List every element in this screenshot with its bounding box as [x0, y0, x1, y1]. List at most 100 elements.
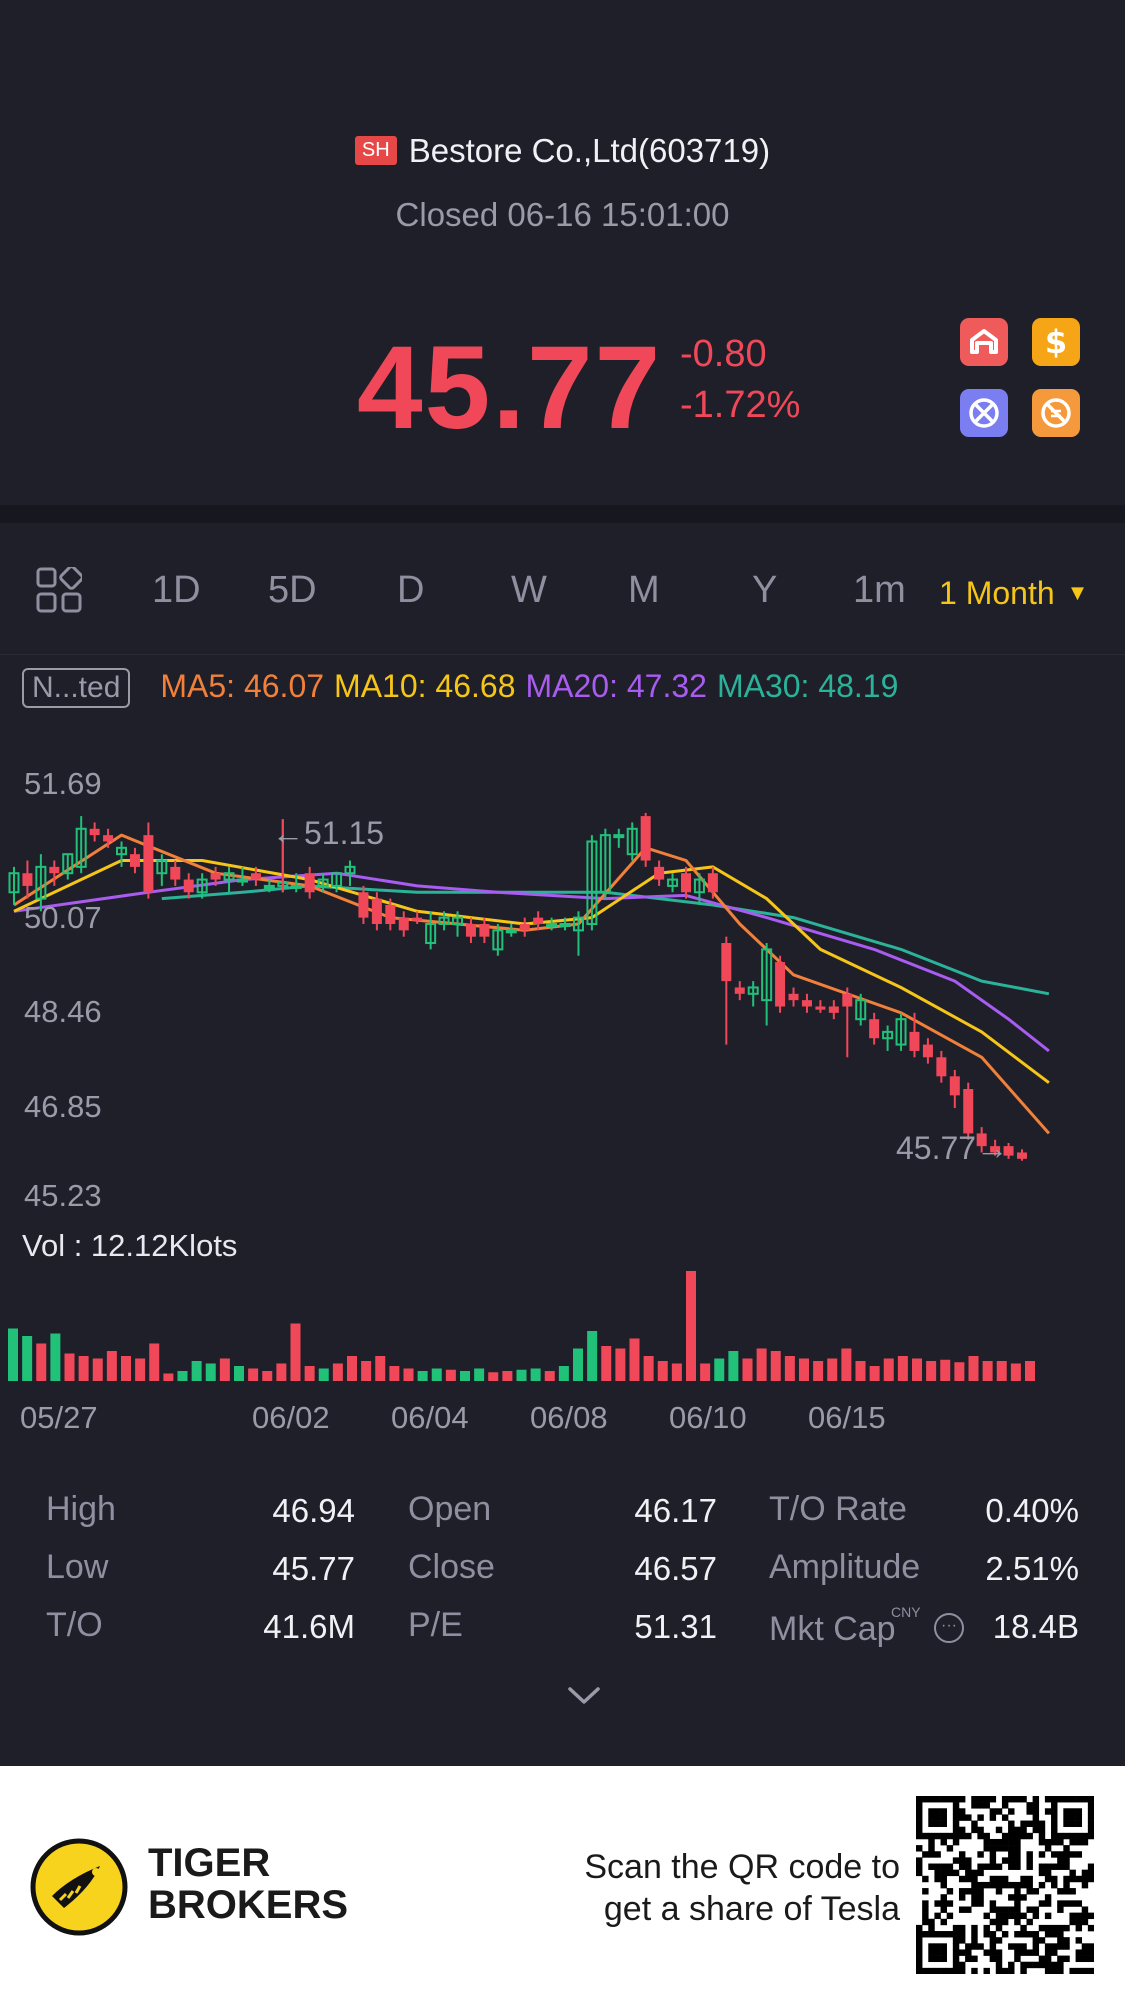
candlestick-chart[interactable] [0, 760, 1125, 1400]
qr-module [1075, 1796, 1083, 1803]
qr-module [1051, 1820, 1058, 1827]
qr-module [928, 1832, 935, 1840]
qr-module [965, 1943, 972, 1950]
indicator-badge[interactable]: N...ted [22, 668, 131, 708]
qr-module [1057, 1967, 1064, 1974]
qr-module [971, 1900, 978, 1907]
qr-module [916, 1931, 923, 1938]
qr-module [1063, 1888, 1070, 1895]
qr-module [989, 1863, 997, 1870]
more-options-icon[interactable]: ··· [934, 1613, 964, 1643]
qr-module [1081, 1838, 1089, 1846]
x-tick-label: 06/04 [391, 1400, 469, 1435]
qr-module [1001, 1802, 1009, 1809]
qr-module [1026, 1888, 1033, 1895]
qr-module [958, 1888, 966, 1895]
volume-bar [813, 1361, 824, 1381]
qr-module [940, 1918, 947, 1926]
stat-value-open: 46.17 [634, 1492, 717, 1529]
qr-module [1008, 1845, 1015, 1852]
qr-module [989, 1881, 997, 1889]
volume-bar [940, 1359, 951, 1381]
tab-1m[interactable]: 1m [853, 569, 906, 611]
chevron-down-icon[interactable] [566, 1685, 602, 1707]
qr-module [1032, 1796, 1040, 1803]
tab-monthly[interactable]: M [628, 569, 660, 611]
qr-module [995, 1863, 1003, 1870]
qr-module [995, 1949, 1003, 1956]
qr-module [952, 1796, 960, 1803]
cross-circle-icon[interactable] [960, 389, 1008, 437]
prohibited-icon[interactable] [1032, 389, 1080, 437]
candle-body [747, 986, 759, 995]
qr-module [1057, 1943, 1064, 1950]
dollar-icon[interactable]: $ [1032, 318, 1080, 366]
tab-1-month-dropdown[interactable]: 1 Month ▼ [939, 575, 1088, 612]
qr-module [1057, 1906, 1064, 1913]
volume-bar [304, 1366, 315, 1381]
stat-value-market-cap: 18.4B [992, 1608, 1079, 1645]
qr-module [934, 1931, 941, 1938]
candle-body [398, 917, 409, 931]
qr-module [940, 1838, 947, 1846]
qr-module [1020, 1881, 1027, 1889]
qr-module [971, 1967, 978, 1974]
qr-module [995, 1912, 1003, 1920]
grid-layout-icon[interactable] [36, 567, 82, 613]
qr-module [965, 1906, 972, 1913]
volume-bar [460, 1371, 470, 1381]
qr-module [958, 1796, 966, 1803]
qr-module [958, 1814, 966, 1821]
candle-body [828, 1006, 839, 1013]
qr-module [965, 1832, 972, 1840]
qr-module [1087, 1808, 1094, 1815]
qr-module [928, 1796, 935, 1803]
qr-module [1014, 1857, 1021, 1864]
qr-module [977, 1832, 984, 1840]
qr-module [1044, 1955, 1052, 1963]
qr-module [958, 1875, 966, 1883]
qr-module [1087, 1796, 1094, 1803]
qr-code[interactable] [916, 1796, 1094, 1974]
volume-bar [982, 1361, 993, 1381]
x-tick-label: 06/15 [808, 1400, 886, 1435]
stat-value-low: 45.77 [272, 1550, 355, 1587]
qr-module [1051, 1826, 1058, 1834]
promo-line-1: Scan the QR code to [584, 1848, 900, 1886]
volume-bar [121, 1356, 131, 1381]
qr-module [971, 1869, 978, 1877]
tab-yearly[interactable]: Y [752, 569, 778, 611]
qr-module [1069, 1900, 1076, 1907]
qr-module [1026, 1851, 1033, 1858]
qr-module [1032, 1802, 1040, 1809]
qr-module [1057, 1900, 1064, 1907]
qr-module [1008, 1826, 1015, 1834]
qr-module [1087, 1869, 1094, 1877]
y-tick-label: 45.23 [24, 1178, 102, 1213]
qr-module [1001, 1832, 1009, 1840]
volume-bar [22, 1336, 33, 1381]
qr-module [1044, 1845, 1052, 1852]
stat-value-turnover-rate: 0.40% [985, 1492, 1079, 1529]
qr-module [983, 1802, 990, 1809]
tab-5d[interactable]: 5D [268, 569, 317, 611]
qr-module [1069, 1912, 1076, 1920]
tab-weekly[interactable]: W [511, 569, 547, 611]
qr-module [940, 1832, 947, 1840]
qr-module [971, 1943, 978, 1950]
tab-daily[interactable]: D [397, 569, 425, 611]
qr-module [995, 1918, 1003, 1926]
qr-module [1051, 1875, 1058, 1883]
qr-module [916, 1845, 923, 1852]
qr-module [1026, 1949, 1033, 1956]
tab-1d[interactable]: 1D [152, 569, 201, 611]
qr-module [1044, 1808, 1052, 1815]
qr-module [977, 1814, 984, 1821]
qr-module [940, 1881, 947, 1889]
ma30-line [161, 884, 1050, 996]
qr-module [1020, 1931, 1027, 1938]
qr-module [1057, 1888, 1064, 1895]
promo-text: Scan the QR code to get a share of Tesla [584, 1846, 900, 1930]
house-icon[interactable] [960, 318, 1008, 366]
qr-module [1063, 1863, 1070, 1870]
